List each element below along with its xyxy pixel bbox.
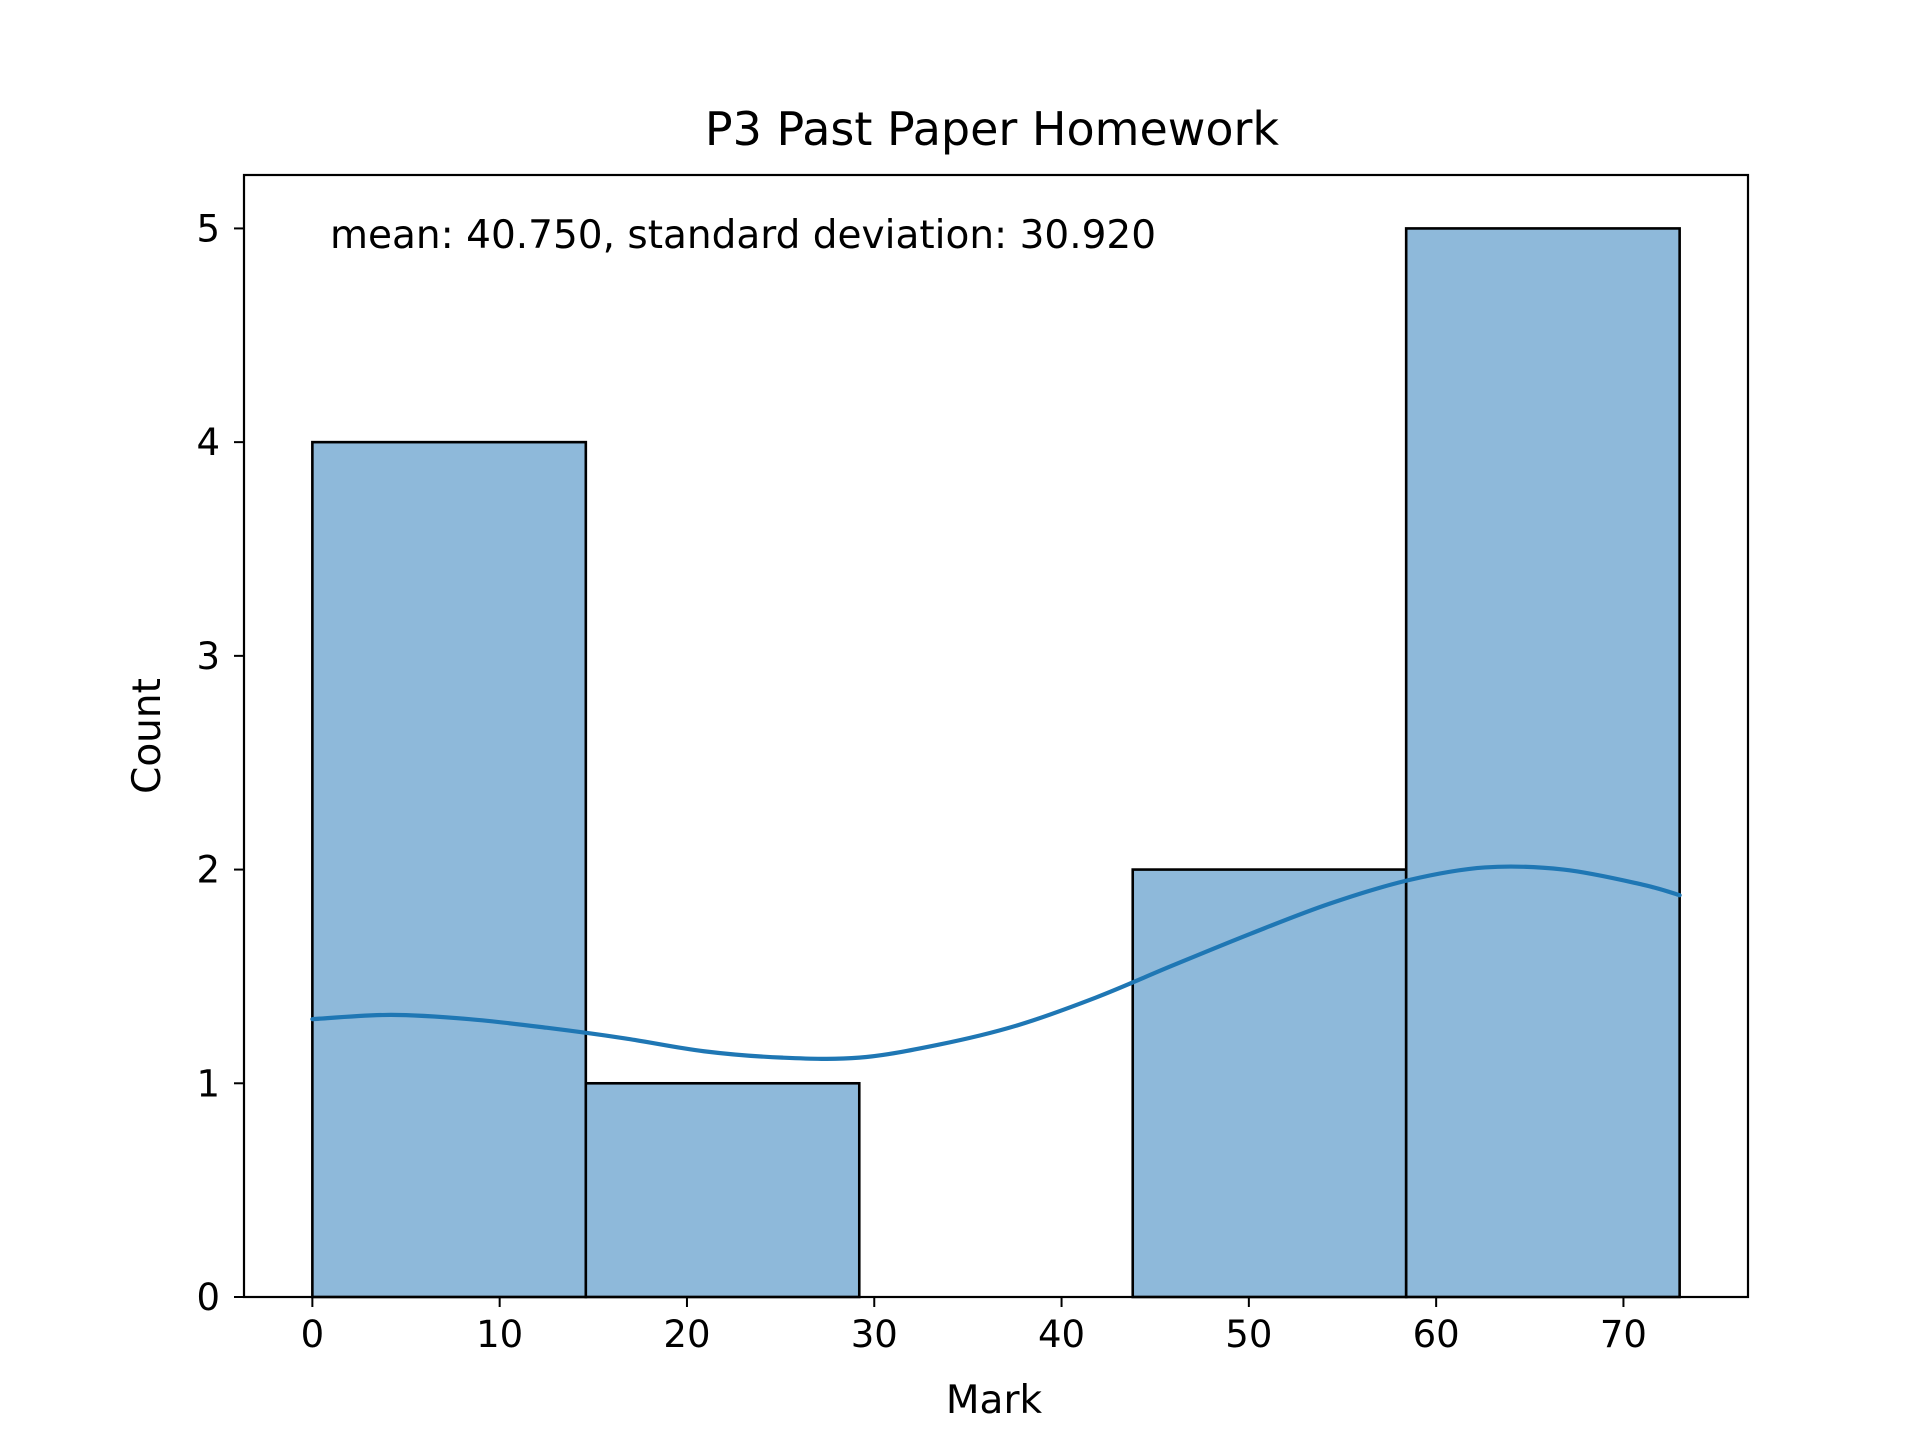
y-axis-ticks: 0 1 2 3 4 5 (196, 207, 244, 1319)
y-axis-label: Count (125, 678, 170, 794)
x-axis-ticks: 0 10 20 30 40 50 60 70 (301, 1297, 1647, 1356)
histogram-bar-1 (584, 1081, 861, 1299)
stats-annotation: mean: 40.750, standard deviation: 30.920 (330, 213, 1156, 258)
x-tick-label: 40 (1038, 1313, 1085, 1356)
y-tick-label: 4 (196, 421, 220, 464)
y-tick-label: 5 (196, 207, 220, 250)
x-tick-label: 70 (1600, 1313, 1647, 1356)
x-tick-label: 60 (1413, 1313, 1460, 1356)
x-tick-label: 0 (301, 1313, 325, 1356)
histogram-bar-0 (311, 440, 588, 1299)
kde-group (310, 864, 1682, 1061)
kde-line (310, 864, 1682, 1061)
y-tick-label: 1 (196, 1062, 220, 1105)
plot-frame (242, 173, 1750, 1299)
chart-title: P3 Past Paper Homework (705, 102, 1280, 156)
x-axis-label: Mark (946, 1378, 1043, 1423)
x-tick-label: 30 (851, 1313, 898, 1356)
x-tick-label: 10 (476, 1313, 523, 1356)
x-tick-label: 20 (663, 1313, 710, 1356)
y-tick-label: 2 (196, 849, 220, 892)
y-tick-label: 3 (196, 635, 220, 678)
x-tick-label: 50 (1225, 1313, 1272, 1356)
y-tick-label: 0 (196, 1276, 220, 1319)
histogram-bar-3 (1131, 868, 1408, 1299)
histogram-bar-4 (1404, 227, 1681, 1299)
bars-group (311, 227, 1681, 1299)
